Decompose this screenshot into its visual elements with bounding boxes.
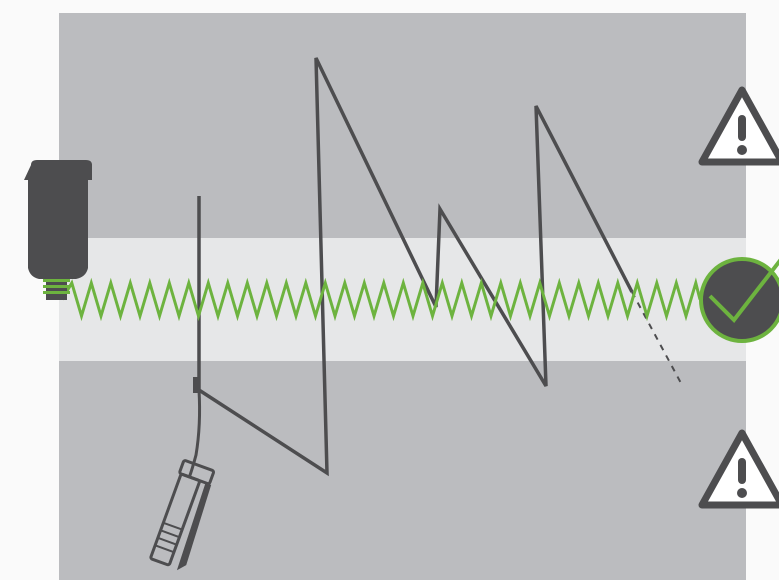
automatic-lubrication-line — [60, 277, 702, 322]
warning-icon — [698, 86, 779, 166]
warning-icon — [698, 429, 779, 509]
manual-line-dashed-extension — [631, 291, 683, 386]
grease-gun-icon — [149, 377, 216, 571]
checkmark-icon — [699, 257, 779, 343]
lubricator-icon — [24, 160, 92, 300]
